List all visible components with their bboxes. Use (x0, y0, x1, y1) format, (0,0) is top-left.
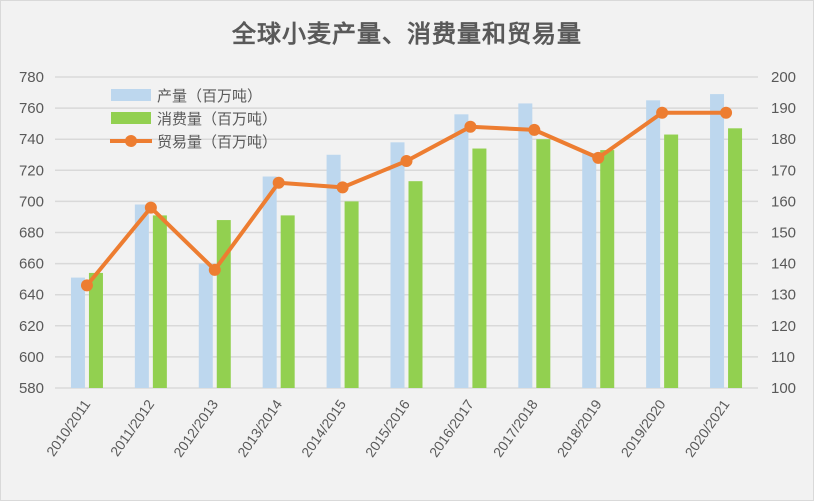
trade-marker (336, 181, 349, 194)
trade-marker (528, 123, 541, 136)
right-y-axis: 100 110 120 130 140 150 160 170 180 190 200 (771, 69, 796, 397)
x-tick-label: 2012/2013 (170, 396, 221, 460)
legend: 产量（百万吨） 消费量（百万吨） 贸易量（百万吨） (110, 87, 277, 151)
consumption-bar (152, 215, 167, 388)
right-y-tick-label: 190 (771, 100, 796, 117)
left-y-tick-label: 620 (19, 318, 44, 335)
right-y-tick-label: 160 (771, 193, 796, 210)
production-bar (134, 204, 149, 388)
legend-label: 产量（百万吨） (157, 87, 262, 105)
right-y-tick-label: 130 (771, 287, 796, 304)
x-tick-label: 2014/2015 (298, 396, 349, 460)
right-y-tick-label: 120 (771, 318, 796, 335)
x-tick-label: 2010/2011 (43, 396, 94, 459)
production-bar (518, 103, 533, 388)
consumption-bar (728, 128, 743, 388)
production-bar (390, 142, 405, 388)
right-y-tick-label: 110 (771, 349, 795, 366)
consumption-bar (216, 220, 231, 388)
left-y-tick-label: 640 (19, 287, 44, 304)
right-y-tick-label: 200 (771, 69, 796, 86)
x-tick-label: 2016/2017 (426, 396, 477, 460)
production-bar (582, 153, 597, 388)
production-bar (326, 154, 341, 388)
legend-label: 消费量（百万吨） (157, 110, 277, 128)
right-y-tick-label: 140 (771, 256, 796, 273)
left-y-tick-label: 760 (19, 100, 44, 117)
consumption-bar (280, 215, 295, 388)
x-tick-label: 2018/2019 (554, 396, 605, 460)
production-bar (646, 100, 661, 388)
trade-marker (464, 120, 477, 133)
x-tick-label: 2015/2016 (362, 396, 413, 460)
chart-title: 全球小麦产量、消费量和贸易量 (232, 20, 582, 48)
consumption-bar (408, 181, 423, 388)
left-y-tick-label: 580 (19, 380, 44, 397)
trade-marker (80, 279, 93, 292)
left-y-tick-label: 600 (19, 349, 44, 366)
x-tick-label: 2013/2014 (234, 396, 285, 460)
trade-marker (144, 201, 157, 214)
left-y-tick-label: 680 (19, 225, 44, 242)
left-y-tick-label: 740 (19, 131, 44, 148)
bar-series (70, 94, 743, 388)
left-y-tick-label: 780 (19, 69, 44, 86)
x-tick-label: 2011/2012 (107, 396, 158, 459)
right-y-tick-label: 180 (771, 131, 796, 148)
trade-marker (656, 106, 669, 119)
right-y-tick-label: 170 (771, 162, 796, 179)
production-bar (454, 114, 469, 388)
x-axis: 2010/2011 2011/2012 2012/2013 2013/2014 2014… (43, 396, 733, 460)
consumption-bar (344, 201, 359, 388)
trade-marker (272, 176, 285, 189)
consumption-bar (600, 150, 615, 388)
x-tick-label: 2020/2021 (681, 396, 732, 460)
left-y-tick-label: 700 (19, 193, 44, 210)
x-tick-label: 2019/2020 (618, 396, 669, 460)
trade-marker (592, 151, 605, 164)
trade-marker (400, 154, 413, 167)
x-tick-label: 2017/2018 (490, 396, 541, 460)
gridlines (55, 76, 758, 389)
consumption-bar (664, 134, 679, 388)
left-y-axis: 580 600 620 640 660 680 700 720 740 760 780 (19, 69, 44, 397)
left-y-tick-label: 720 (19, 162, 44, 179)
right-y-tick-label: 150 (771, 225, 796, 242)
legend-label: 贸易量（百万吨） (157, 133, 277, 151)
line-series (80, 106, 733, 292)
production-bar (262, 176, 277, 388)
legend-marker-trade (125, 135, 137, 147)
production-bar (198, 263, 213, 388)
trade-marker (208, 263, 221, 276)
trade-marker (720, 106, 733, 119)
production-bar (70, 277, 85, 388)
consumption-bar (536, 139, 551, 388)
legend-swatch-consumption (111, 112, 151, 124)
consumption-bar (88, 272, 103, 388)
production-bar (710, 94, 725, 388)
consumption-bar (472, 148, 487, 388)
right-y-tick-label: 100 (771, 380, 796, 397)
legend-swatch-production (111, 89, 151, 101)
left-y-tick-label: 660 (19, 256, 44, 273)
